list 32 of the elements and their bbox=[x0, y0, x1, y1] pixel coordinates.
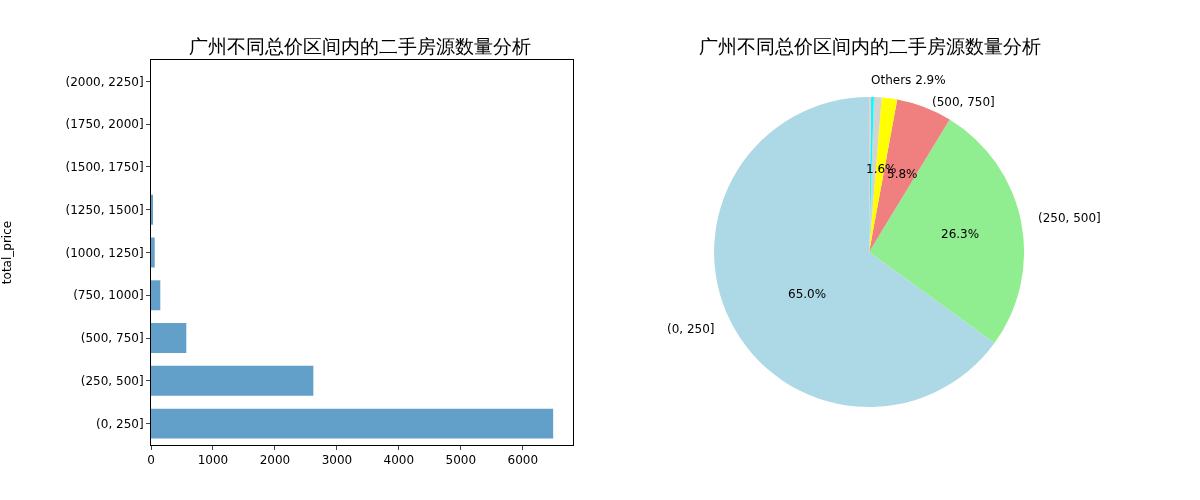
slice-label: (500, 750] bbox=[932, 95, 995, 109]
y-tick-label: (1000, 1250] bbox=[65, 245, 144, 260]
y-tick-label: (250, 500] bbox=[80, 374, 144, 389]
slice-label: (0, 250] bbox=[667, 322, 715, 336]
y-axis-title: total_price bbox=[0, 220, 14, 285]
y-tick-label: (750, 1000] bbox=[73, 288, 144, 303]
y-tick-label: (1750, 2000] bbox=[65, 117, 144, 132]
pie-slice bbox=[714, 97, 995, 407]
bar bbox=[151, 408, 554, 439]
x-tick-label: 5000 bbox=[445, 453, 477, 468]
text: Others 2.9% bbox=[871, 73, 946, 87]
chart-title: 广州不同总价区间内的二手房源数量分析 bbox=[699, 35, 1041, 58]
x-tick-label: 4000 bbox=[383, 453, 415, 468]
slice-label: (250, 500] bbox=[1038, 211, 1101, 225]
x-tick-label: 2000 bbox=[259, 453, 291, 468]
chart-title: 广州不同总价区间内的二手房源数量分析 bbox=[189, 35, 531, 58]
y-tick-label: (2000, 2250] bbox=[65, 74, 144, 89]
y-tick-label: (1500, 1750] bbox=[65, 160, 144, 175]
y-tick-label: (0, 250] bbox=[96, 416, 144, 431]
bar bbox=[151, 280, 161, 311]
y-tick-label: (500, 750] bbox=[80, 331, 144, 346]
data-label: 26.3% bbox=[941, 227, 980, 241]
x-tick-label: 1000 bbox=[197, 453, 229, 468]
y-tick-label: (1250, 1500] bbox=[65, 202, 144, 217]
pie-slice bbox=[869, 119, 1025, 344]
bar bbox=[151, 323, 187, 354]
bar bbox=[151, 365, 314, 396]
data-label: 65.0% bbox=[788, 287, 827, 301]
bar bbox=[151, 237, 155, 268]
x-tick-label: 6000 bbox=[507, 453, 539, 468]
x-tick-label: 3000 bbox=[321, 453, 353, 468]
x-tick-label: 0 bbox=[147, 453, 155, 468]
